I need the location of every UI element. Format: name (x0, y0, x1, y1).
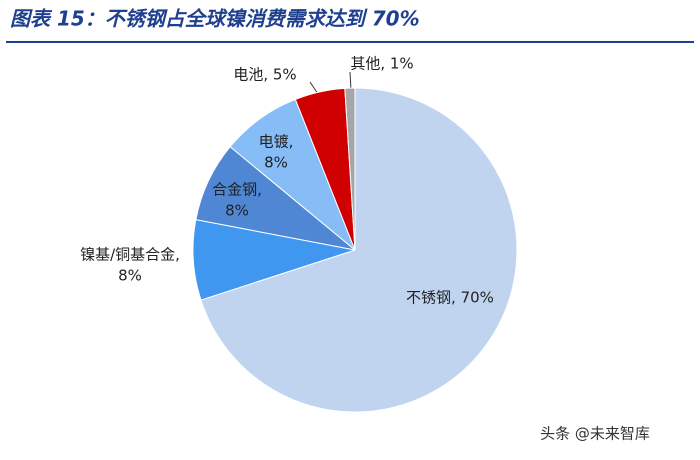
data-label: 其他, 1% (350, 55, 413, 73)
data-label: 8% (118, 267, 142, 285)
leader-line (309, 81, 319, 95)
leader-line (349, 71, 352, 91)
pie-slice (200, 87, 518, 413)
watermark: 头条 @未来智库 (540, 425, 650, 443)
data-label: 电镀, (259, 133, 294, 151)
data-label: 不锈钢, 70% (406, 289, 494, 307)
chart-title: 图表 15：不锈钢占全球镍消费需求达到 70% (10, 7, 420, 31)
pie-slice (344, 87, 356, 251)
data-label: 电池, 5% (233, 66, 296, 84)
data-label: 镍基/铜基合金, (80, 246, 180, 264)
data-label: 8% (225, 202, 249, 220)
data-label: 8% (264, 154, 288, 172)
data-label: 合金钢, (212, 181, 262, 199)
